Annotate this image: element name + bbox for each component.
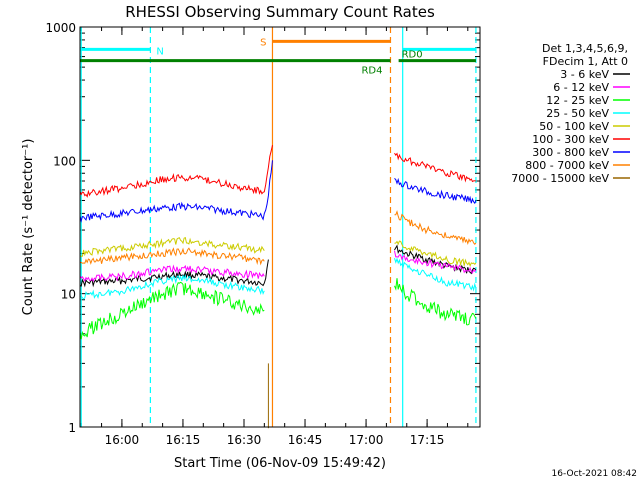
series-line — [394, 250, 477, 275]
series-line — [79, 273, 265, 300]
series-line — [79, 144, 273, 198]
y-tick-label: 10 — [61, 288, 76, 302]
series-line — [394, 244, 477, 275]
state-bar-label: RD4 — [361, 66, 382, 77]
legend-entry: 300 - 800 keV — [532, 146, 609, 159]
series-line — [79, 160, 273, 223]
x-axis-label: Start Time (06-Nov-09 15:49:42) — [174, 456, 386, 471]
y-tick-label: 100 — [53, 154, 76, 168]
y-tick-label: 1 — [68, 421, 76, 435]
legend-entry: 7000 - 15000 keV — [511, 172, 609, 185]
plot-frame — [79, 26, 481, 428]
x-tick-label: 17:15 — [410, 433, 445, 447]
x-tick-label: 16:15 — [166, 433, 201, 447]
series-line — [79, 281, 265, 340]
state-bar-label: RD0 — [402, 50, 423, 61]
legend-entry: 100 - 300 keV — [532, 133, 609, 146]
footer-timestamp: 16-Oct-2021 08:42 — [552, 469, 637, 479]
legend-entry: 50 - 100 keV — [539, 120, 609, 133]
series-line — [79, 236, 265, 257]
legend-entry: 25 - 50 keV — [546, 107, 609, 120]
y-tick-label: 1000 — [45, 21, 76, 35]
series-line — [394, 177, 477, 205]
legend-entry: 800 - 7000 keV — [525, 159, 609, 172]
state-bar-label: S — [260, 37, 266, 48]
x-tick-label: 16:00 — [105, 433, 140, 447]
series-line — [394, 240, 477, 268]
series-line — [394, 152, 477, 183]
legend: Det 1,3,4,5,6,9,FDecim 1, Att 03 - 6 keV… — [511, 42, 630, 185]
legend-header: Det 1,3,4,5,6,9, — [542, 42, 628, 55]
x-tick-label: 16:45 — [288, 433, 323, 447]
legend-entry: 6 - 12 keV — [553, 81, 609, 94]
legend-entry: 12 - 25 keV — [546, 94, 609, 107]
x-tick-label: 17:00 — [349, 433, 384, 447]
series-line — [394, 278, 477, 326]
series-line — [79, 259, 269, 288]
x-tick-label: 16:30 — [227, 433, 262, 447]
series-line — [394, 257, 477, 292]
legend-header: FDecim 1, Att 0 — [543, 55, 628, 68]
series-line — [79, 247, 265, 266]
legend-entry: 3 - 6 keV — [560, 68, 609, 81]
state-bar-label: N — [156, 46, 163, 57]
y-axis-label: Count Rate (s⁻¹ detector⁻¹) — [21, 139, 36, 316]
series-line — [79, 264, 265, 283]
chart-title: RHESSI Observing Summary Count Rates — [125, 3, 435, 21]
plot-area: 16:00 16:15 16:30 16:45 17:00 17:15 1 10 100 1000… — [45, 21, 480, 447]
series-line — [394, 210, 477, 245]
